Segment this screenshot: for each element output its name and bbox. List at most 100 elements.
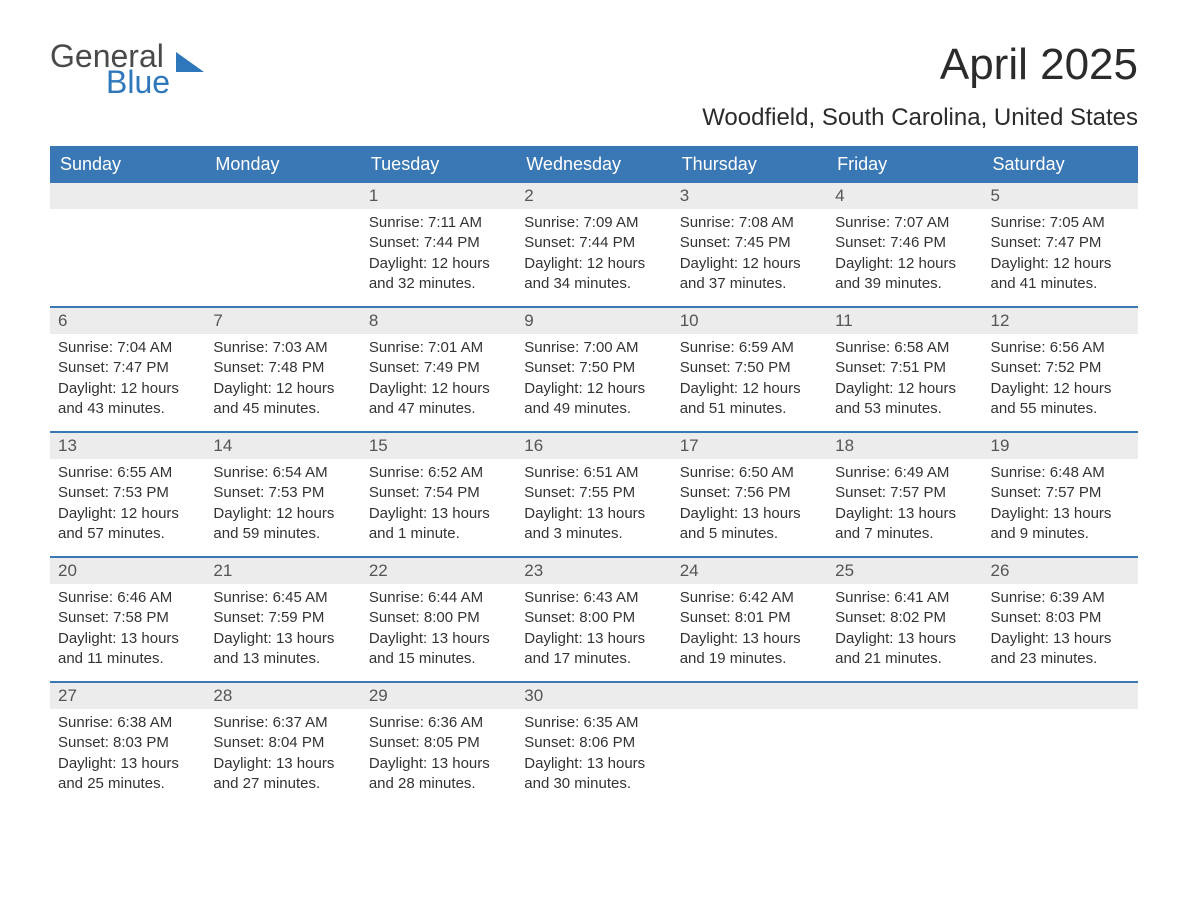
day-content: Sunrise: 6:45 AMSunset: 7:59 PMDaylight:… bbox=[205, 584, 360, 681]
sunset-text: Sunset: 8:03 PM bbox=[58, 733, 197, 753]
sunrise-text: Sunrise: 6:44 AM bbox=[369, 588, 508, 608]
daylight-text: Daylight: 12 hours and 39 minutes. bbox=[835, 254, 974, 295]
sunset-text: Sunset: 8:03 PM bbox=[991, 608, 1130, 628]
day-number: 25 bbox=[827, 558, 982, 584]
sunset-text: Sunset: 8:05 PM bbox=[369, 733, 508, 753]
daylight-text: Daylight: 13 hours and 3 minutes. bbox=[524, 504, 663, 545]
daylight-text: Daylight: 12 hours and 41 minutes. bbox=[991, 254, 1130, 295]
day-number: 21 bbox=[205, 558, 360, 584]
daylight-text: Daylight: 12 hours and 59 minutes. bbox=[213, 504, 352, 545]
day-number bbox=[827, 683, 982, 709]
sunset-text: Sunset: 7:45 PM bbox=[680, 233, 819, 253]
day-cell: 11Sunrise: 6:58 AMSunset: 7:51 PMDayligh… bbox=[827, 308, 982, 431]
daylight-text: Daylight: 13 hours and 5 minutes. bbox=[680, 504, 819, 545]
sunrise-text: Sunrise: 7:07 AM bbox=[835, 213, 974, 233]
sunrise-text: Sunrise: 6:59 AM bbox=[680, 338, 819, 358]
sunset-text: Sunset: 8:06 PM bbox=[524, 733, 663, 753]
day-content: Sunrise: 6:59 AMSunset: 7:50 PMDaylight:… bbox=[672, 334, 827, 431]
daylight-text: Daylight: 13 hours and 13 minutes. bbox=[213, 629, 352, 670]
day-cell: 12Sunrise: 6:56 AMSunset: 7:52 PMDayligh… bbox=[983, 308, 1138, 431]
day-cell: 30Sunrise: 6:35 AMSunset: 8:06 PMDayligh… bbox=[516, 683, 671, 806]
day-content: Sunrise: 6:48 AMSunset: 7:57 PMDaylight:… bbox=[983, 459, 1138, 556]
week-row: 27Sunrise: 6:38 AMSunset: 8:03 PMDayligh… bbox=[50, 681, 1138, 806]
daylight-text: Daylight: 12 hours and 55 minutes. bbox=[991, 379, 1130, 420]
day-number: 2 bbox=[516, 183, 671, 209]
sunrise-text: Sunrise: 6:54 AM bbox=[213, 463, 352, 483]
logo-text: General Blue bbox=[50, 40, 170, 98]
daylight-text: Daylight: 13 hours and 9 minutes. bbox=[991, 504, 1130, 545]
daylight-text: Daylight: 13 hours and 11 minutes. bbox=[58, 629, 197, 670]
sunset-text: Sunset: 7:50 PM bbox=[680, 358, 819, 378]
day-cell bbox=[827, 683, 982, 806]
sunrise-text: Sunrise: 6:51 AM bbox=[524, 463, 663, 483]
day-cell bbox=[672, 683, 827, 806]
sunrise-text: Sunrise: 6:50 AM bbox=[680, 463, 819, 483]
day-cell: 25 Sunrise: 6:41 AMSunset: 8:02 PMDayligh… bbox=[827, 558, 982, 681]
day-number bbox=[50, 183, 205, 209]
day-content: Sunrise: 7:05 AMSunset: 7:47 PMDaylight:… bbox=[983, 209, 1138, 306]
day-number: 20 bbox=[50, 558, 205, 584]
sunrise-text: Sunrise: 6:41 AM bbox=[835, 588, 974, 608]
weekday-wednesday: Wednesday bbox=[516, 146, 671, 183]
daylight-text: Daylight: 13 hours and 28 minutes. bbox=[369, 754, 508, 795]
daylight-text: Daylight: 13 hours and 7 minutes. bbox=[835, 504, 974, 545]
day-cell: 15Sunrise: 6:52 AMSunset: 7:54 PMDayligh… bbox=[361, 433, 516, 556]
day-number: 26 bbox=[983, 558, 1138, 584]
day-cell: 2Sunrise: 7:09 AMSunset: 7:44 PMDaylight… bbox=[516, 183, 671, 306]
day-content: Sunrise: 6:54 AMSunset: 7:53 PMDaylight:… bbox=[205, 459, 360, 556]
day-number: 30 bbox=[516, 683, 671, 709]
day-cell bbox=[50, 183, 205, 306]
sunrise-text: Sunrise: 7:11 AM bbox=[369, 213, 508, 233]
day-cell: 20Sunrise: 6:46 AMSunset: 7:58 PMDayligh… bbox=[50, 558, 205, 681]
sunset-text: Sunset: 7:55 PM bbox=[524, 483, 663, 503]
logo-flag-icon bbox=[176, 52, 204, 72]
day-cell: 13Sunrise: 6:55 AMSunset: 7:53 PMDayligh… bbox=[50, 433, 205, 556]
day-content: Sunrise: 7:01 AMSunset: 7:49 PMDaylight:… bbox=[361, 334, 516, 431]
day-cell: 3Sunrise: 7:08 AMSunset: 7:45 PMDaylight… bbox=[672, 183, 827, 306]
day-cell: 28Sunrise: 6:37 AMSunset: 8:04 PMDayligh… bbox=[205, 683, 360, 806]
page-title: April 2025 bbox=[940, 40, 1138, 90]
day-content: Sunrise: 6:36 AMSunset: 8:05 PMDaylight:… bbox=[361, 709, 516, 806]
sunset-text: Sunset: 7:57 PM bbox=[835, 483, 974, 503]
daylight-text: Daylight: 13 hours and 19 minutes. bbox=[680, 629, 819, 670]
header: General Blue April 2025 bbox=[50, 40, 1138, 98]
location-subtitle: Woodfield, South Carolina, United States bbox=[50, 104, 1138, 132]
sunset-text: Sunset: 8:02 PM bbox=[835, 608, 974, 628]
daylight-text: Daylight: 12 hours and 43 minutes. bbox=[58, 379, 197, 420]
sunrise-text: Sunrise: 6:46 AM bbox=[58, 588, 197, 608]
sunset-text: Sunset: 7:44 PM bbox=[369, 233, 508, 253]
day-content: Sunrise: 7:03 AMSunset: 7:48 PMDaylight:… bbox=[205, 334, 360, 431]
sunrise-text: Sunrise: 6:42 AM bbox=[680, 588, 819, 608]
day-content: Sunrise: 6:51 AMSunset: 7:55 PMDaylight:… bbox=[516, 459, 671, 556]
sunset-text: Sunset: 7:53 PM bbox=[213, 483, 352, 503]
day-number: 22 bbox=[361, 558, 516, 584]
day-number: 9 bbox=[516, 308, 671, 334]
day-content: Sunrise: 7:08 AMSunset: 7:45 PMDaylight:… bbox=[672, 209, 827, 306]
day-number: 14 bbox=[205, 433, 360, 459]
sunrise-text: Sunrise: 6:55 AM bbox=[58, 463, 197, 483]
sunrise-text: Sunrise: 6:36 AM bbox=[369, 713, 508, 733]
day-cell: 1Sunrise: 7:11 AMSunset: 7:44 PMDaylight… bbox=[361, 183, 516, 306]
logo-line2: Blue bbox=[106, 66, 170, 98]
weekday-friday: Friday bbox=[827, 146, 982, 183]
day-number: 19 bbox=[983, 433, 1138, 459]
daylight-text: Daylight: 13 hours and 21 minutes. bbox=[835, 629, 974, 670]
day-number: 29 bbox=[361, 683, 516, 709]
day-cell: 9Sunrise: 7:00 AMSunset: 7:50 PMDaylight… bbox=[516, 308, 671, 431]
sunset-text: Sunset: 7:51 PM bbox=[835, 358, 974, 378]
day-content: Sunrise: 7:00 AMSunset: 7:50 PMDaylight:… bbox=[516, 334, 671, 431]
day-number: 15 bbox=[361, 433, 516, 459]
daylight-text: Daylight: 12 hours and 57 minutes. bbox=[58, 504, 197, 545]
daylight-text: Daylight: 12 hours and 53 minutes. bbox=[835, 379, 974, 420]
day-content: Sunrise: 7:11 AMSunset: 7:44 PMDaylight:… bbox=[361, 209, 516, 306]
daylight-text: Daylight: 13 hours and 25 minutes. bbox=[58, 754, 197, 795]
sunset-text: Sunset: 7:49 PM bbox=[369, 358, 508, 378]
sunset-text: Sunset: 8:04 PM bbox=[213, 733, 352, 753]
sunrise-text: Sunrise: 6:37 AM bbox=[213, 713, 352, 733]
day-cell: 27Sunrise: 6:38 AMSunset: 8:03 PMDayligh… bbox=[50, 683, 205, 806]
day-cell: 24Sunrise: 6:42 AMSunset: 8:01 PMDayligh… bbox=[672, 558, 827, 681]
day-number: 10 bbox=[672, 308, 827, 334]
day-content: Sunrise: 6:35 AMSunset: 8:06 PMDaylight:… bbox=[516, 709, 671, 806]
week-row: 20Sunrise: 6:46 AMSunset: 7:58 PMDayligh… bbox=[50, 556, 1138, 681]
weekday-saturday: Saturday bbox=[983, 146, 1138, 183]
